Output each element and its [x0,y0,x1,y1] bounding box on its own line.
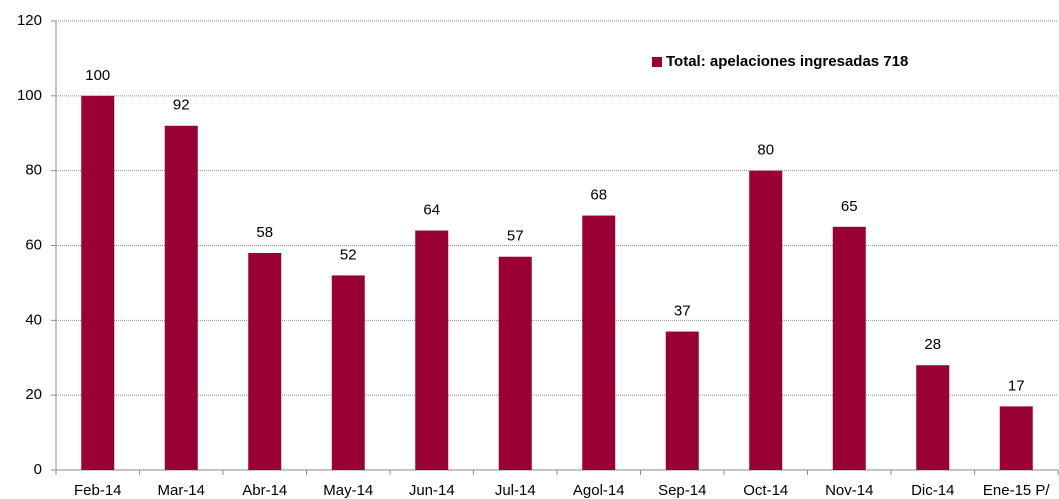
bar [415,230,449,470]
x-tick-label: Jun-14 [409,482,455,499]
bar [749,170,783,470]
y-tick-label: 100 [17,87,42,104]
data-label: 52 [340,246,357,263]
bar [248,252,282,470]
x-tick-label: May-14 [323,482,373,499]
x-tick-label: Dic-14 [911,482,954,499]
y-tick-label: 40 [25,311,42,328]
bar [498,256,532,470]
x-tick-label: Oct-14 [743,482,788,499]
x-tick-label: Ene-15 P/ [983,482,1051,499]
x-tick-label: Jul-14 [495,482,536,499]
bar [916,365,950,470]
data-label: 57 [507,228,524,245]
data-label: 100 [85,67,110,84]
data-label: 28 [924,336,941,353]
data-label: 64 [423,202,440,219]
x-tick-label: Feb-14 [74,482,122,499]
x-tick-label: Agol-14 [573,482,625,499]
bar [999,406,1033,470]
data-label: 68 [590,187,607,204]
y-tick-label: 120 [17,12,42,29]
legend-marker [652,57,662,67]
bar [832,226,866,470]
bar [665,331,699,470]
data-label: 17 [1008,377,1025,394]
data-label: 58 [256,224,273,241]
data-label: 37 [674,303,691,320]
y-tick-label: 80 [25,162,42,179]
x-tick-label: Abr-14 [242,482,287,499]
y-tick-label: 20 [25,386,42,403]
y-tick-label: 0 [34,461,42,478]
data-label: 65 [841,198,858,215]
y-tick-label: 60 [25,236,42,253]
bar [582,215,616,470]
x-tick-label: Mar-14 [157,482,205,499]
legend-label: Total: apelaciones ingresadas 718 [666,53,908,70]
bar [331,275,365,470]
data-label: 80 [757,142,774,159]
x-tick-label: Sep-14 [658,482,706,499]
data-label: 92 [173,97,190,114]
x-tick-label: Nov-14 [825,482,873,499]
bar [81,95,115,470]
bar [164,125,198,471]
